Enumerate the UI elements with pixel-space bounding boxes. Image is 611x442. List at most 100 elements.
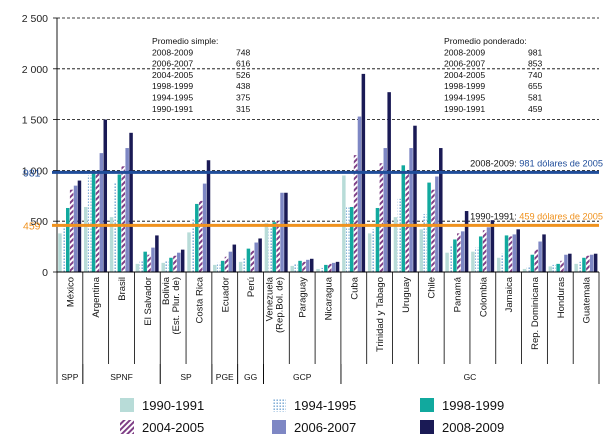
bar — [213, 264, 217, 272]
bar — [482, 230, 487, 272]
bar — [538, 241, 542, 272]
bar — [496, 257, 501, 272]
bar — [586, 255, 590, 272]
group-label: PGE — [216, 372, 234, 382]
legend-swatch — [272, 420, 286, 434]
bar — [534, 249, 538, 272]
bar — [272, 222, 276, 272]
bar — [500, 253, 505, 272]
bar — [413, 125, 417, 272]
bar — [331, 262, 336, 272]
y-tick-label: 2 500 — [22, 13, 48, 25]
bar — [449, 245, 453, 272]
bar — [371, 229, 376, 272]
category-label: Nicaragua — [324, 276, 335, 320]
y-tick-label: 0 — [42, 267, 48, 279]
bar — [401, 165, 406, 272]
bar — [353, 155, 358, 272]
bar — [564, 254, 568, 272]
bar — [165, 260, 169, 272]
bar — [109, 217, 114, 272]
simple-average-value: 526 — [236, 70, 251, 80]
bar — [69, 189, 74, 272]
bar — [228, 251, 233, 272]
bar — [198, 200, 203, 272]
bar — [220, 260, 225, 272]
reference-axis-label: 459 — [23, 220, 41, 232]
bar — [423, 214, 427, 272]
simple-average-value: 616 — [236, 59, 251, 69]
bar — [250, 250, 255, 272]
bar — [582, 257, 586, 272]
bar — [99, 153, 104, 272]
bar — [147, 254, 151, 272]
bar — [246, 248, 251, 272]
bar — [216, 262, 221, 272]
bar — [238, 261, 243, 272]
bar — [405, 173, 409, 272]
bar — [419, 229, 424, 272]
category-label: Jamaica — [504, 276, 515, 312]
bar — [548, 266, 553, 272]
category-label: México — [65, 277, 76, 307]
bar — [445, 252, 449, 272]
simple-average-value: 315 — [236, 104, 251, 114]
bar — [143, 251, 147, 272]
reference-lines: 981 2008-2009: 981 dólares de 2005 459 1990… — [23, 158, 603, 232]
group-label: GCP — [293, 372, 312, 382]
bar — [73, 185, 78, 272]
weighted-average-value: 655 — [528, 81, 543, 91]
legend: 1990-1991 1994-1995 1998-1999 2004-2005 2006… — [120, 398, 504, 435]
bar — [139, 260, 144, 272]
legend-swatch — [120, 420, 134, 434]
category-label: Trinidad y Tabago — [375, 277, 386, 352]
bar — [294, 263, 298, 272]
weighted-average-value: 581 — [528, 93, 543, 103]
bar — [125, 148, 129, 272]
x-axis: México Argentina Brasil El Salvador Bolivia(… — [56, 271, 600, 384]
weighted-average-period: 1990-1991 — [444, 104, 485, 114]
bar — [129, 132, 133, 272]
bar — [268, 225, 273, 272]
group-label: SPP — [61, 372, 78, 382]
bar — [409, 148, 413, 272]
bar — [155, 235, 159, 272]
y-tick-label: 1 500 — [22, 115, 48, 127]
bar — [464, 211, 469, 272]
category-label: Honduras — [556, 277, 567, 318]
bar — [258, 238, 262, 272]
bar — [202, 183, 207, 272]
legend-swatch — [420, 420, 434, 434]
bar — [117, 174, 122, 272]
bar — [151, 247, 155, 272]
simple-average-period: 1998-1999 — [152, 81, 193, 91]
category-label: Colombia — [478, 276, 489, 317]
weighted-average-value: 853 — [528, 59, 543, 69]
category-label: Guatemala — [582, 276, 593, 323]
reference-annotation-period: 1990-1991: — [470, 211, 519, 221]
bar — [342, 175, 346, 272]
bar — [552, 264, 556, 272]
bar — [95, 172, 100, 272]
legend-label: 1990-1991 — [142, 398, 204, 413]
bar — [276, 221, 280, 272]
bar — [457, 233, 461, 272]
bar — [397, 198, 402, 272]
bar — [593, 253, 598, 272]
bar — [431, 189, 435, 272]
bar — [191, 218, 195, 272]
bar — [180, 249, 185, 272]
category-label: Chile — [427, 277, 438, 299]
bar — [530, 254, 535, 272]
bar — [504, 235, 509, 272]
category-label: Brasil — [117, 277, 128, 301]
y-axis-ticks: 0 500 1 000 1 500 2 000 2 500 — [22, 13, 58, 279]
category-label: Cuba — [349, 276, 360, 299]
bar — [280, 192, 284, 272]
bar — [516, 229, 520, 272]
bar — [320, 267, 324, 272]
simple-average-value: 748 — [236, 47, 251, 57]
reference-annotation-value: 459 dólares de 2005 — [519, 211, 603, 221]
bar — [367, 233, 372, 272]
bar — [478, 236, 483, 272]
